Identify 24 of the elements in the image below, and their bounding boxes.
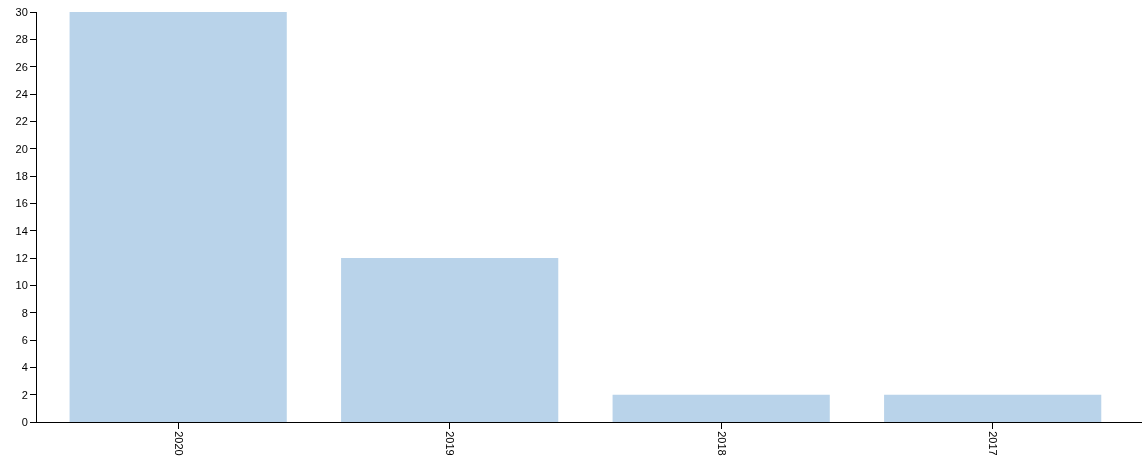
y-tick-label: 10 (15, 279, 28, 292)
y-tick-label: 4 (21, 361, 28, 374)
y-tick-label: 16 (15, 197, 28, 210)
y-tick-label: 6 (21, 333, 28, 346)
y-tick-label: 24 (15, 87, 28, 100)
y-tick-label: 0 (21, 415, 28, 428)
y-tick-label: 28 (15, 33, 28, 46)
y-tick-label: 12 (15, 251, 28, 264)
bar (69, 12, 287, 422)
y-tick-label: 8 (21, 306, 28, 319)
x-tick-label: 2018 (715, 431, 728, 456)
y-tick-label: 2 (21, 388, 28, 401)
bar (341, 258, 559, 422)
y-tick-label: 26 (15, 60, 28, 73)
y-tick-label: 18 (15, 169, 28, 182)
y-tick-label: 30 (15, 5, 28, 18)
bar (884, 394, 1102, 422)
x-tick-label: 2020 (172, 431, 185, 456)
bar (612, 394, 830, 422)
y-tick-label: 20 (15, 142, 28, 155)
y-tick-label: 22 (15, 115, 28, 128)
y-tick-label: 14 (15, 224, 28, 237)
x-tick-label: 2017 (987, 431, 1000, 456)
x-tick-label: 2019 (444, 431, 457, 456)
